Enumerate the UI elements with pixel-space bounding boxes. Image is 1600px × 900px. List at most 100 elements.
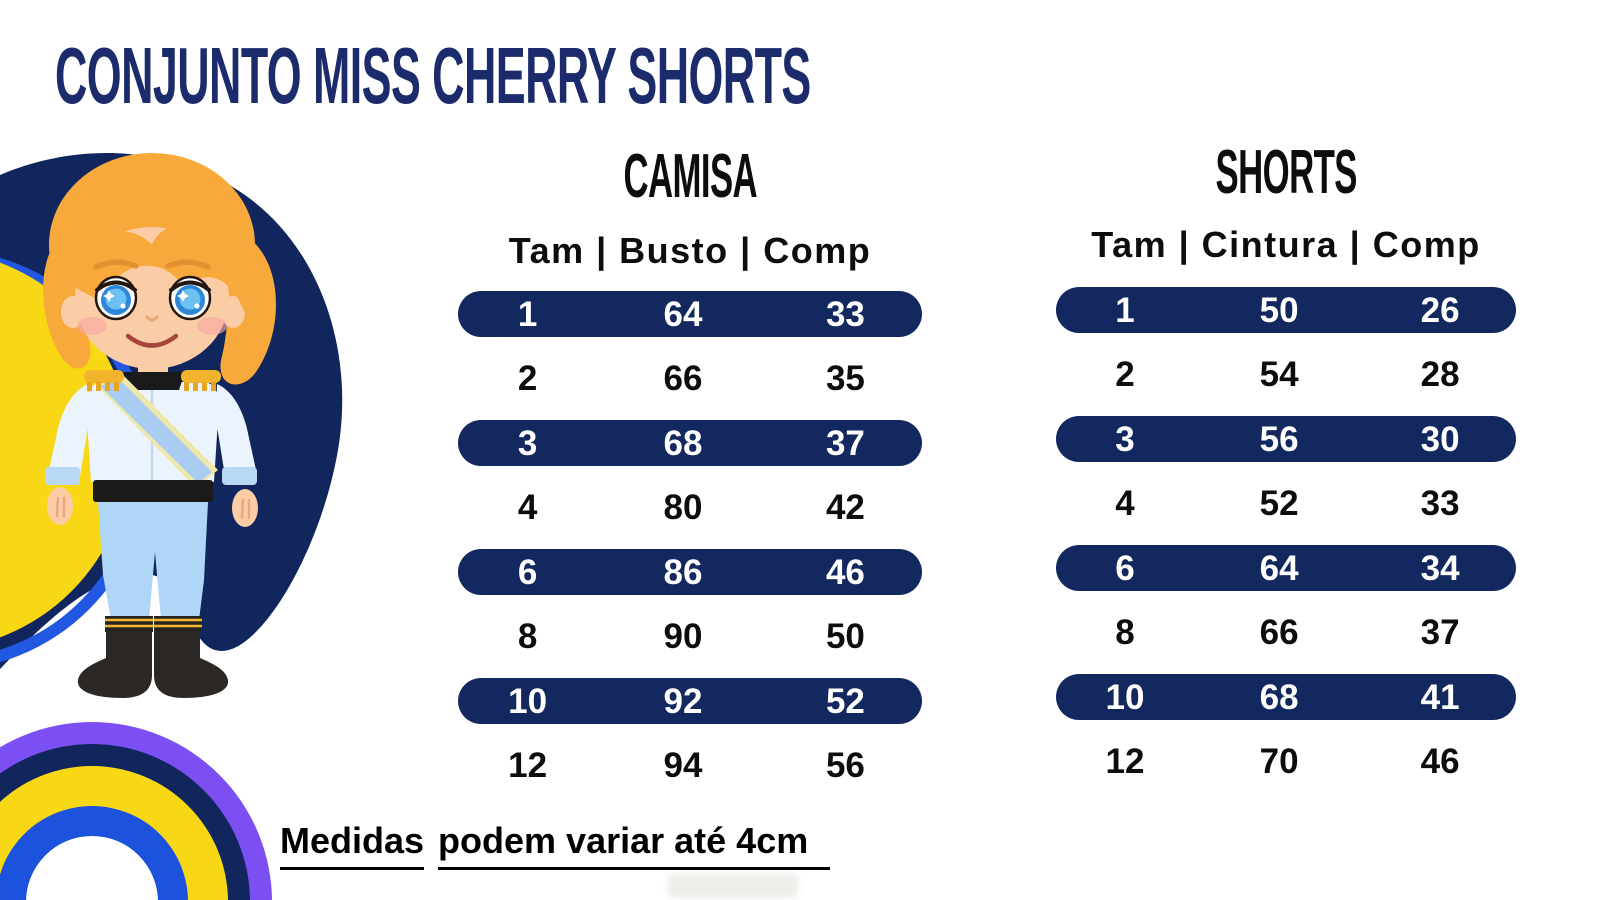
hand-lines: [55, 496, 251, 520]
camisa-cell-busto: 68: [663, 423, 703, 463]
shorts-cell-comp: 34: [1420, 548, 1460, 588]
camisa-cell-tam: 2: [517, 359, 538, 398]
shorts-row: 8 66 37: [1056, 610, 1516, 656]
camisa-row: 12 94 56: [458, 743, 922, 789]
shorts-cell-comp: 28: [1420, 355, 1460, 394]
shorts-cell-comp: 46: [1420, 742, 1460, 781]
cuff-right: [222, 467, 257, 485]
shorts-cell-tam: 12: [1105, 742, 1145, 781]
pants: [98, 502, 208, 620]
camisa-heading-text: CAMISA: [623, 142, 757, 211]
camisa-row: 2 66 35: [458, 356, 922, 402]
shorts-cell-comp: 26: [1420, 290, 1460, 330]
camisa-cell-tam: 4: [517, 488, 538, 527]
camisa-cell-tam: 12: [508, 746, 548, 785]
camisa-row: 4 80 42: [458, 485, 922, 531]
shorts-heading-text: SHORTS: [1215, 138, 1357, 207]
camisa-cell-comp: 50: [825, 617, 865, 656]
camisa-cell-busto: 64: [663, 294, 703, 334]
rainbow-graphic: [0, 722, 272, 900]
shorts-cell-comp: 41: [1420, 677, 1460, 717]
arm-right: [216, 384, 256, 476]
camisa-table: 1 64 33 2 66 35 3 68 37 4 80 42 6 86 4 6 …: [458, 291, 922, 807]
shorts-row: 4 52 33: [1056, 481, 1516, 527]
smile: [125, 333, 179, 348]
shorts-cell-tam: 4: [1115, 484, 1135, 523]
cuff-left: [45, 467, 80, 485]
shorts-cell-comp: 30: [1420, 419, 1460, 459]
shorts-heading: SHORTS: [1056, 142, 1516, 204]
camisa-cell-busto: 80: [663, 488, 703, 527]
shorts-cell-cintura: 64: [1259, 548, 1299, 588]
shorts-row: 10 68 41: [1056, 674, 1516, 720]
camisa-cell-comp: 56: [825, 746, 865, 785]
prince-character: [43, 153, 276, 698]
size-note: Medidas podem variar até 4cm: [280, 820, 831, 870]
page-title: CONJUNTO MISS CHERRY SHORTS: [55, 31, 1404, 120]
shorts-cell-comp: 33: [1420, 484, 1460, 523]
shorts-cell-tam: 2: [1115, 355, 1135, 394]
camisa-cell-tam: 8: [517, 617, 538, 656]
boot-left: [77, 631, 152, 698]
camisa-cell-comp: 35: [825, 359, 865, 398]
prince-illustration: [0, 153, 343, 900]
shorts-cell-cintura: 66: [1259, 613, 1299, 652]
camisa-cell-busto: 94: [663, 746, 703, 785]
hand-right: [232, 489, 258, 527]
page-title-text: CONJUNTO MISS CHERRY SHORTS: [55, 31, 811, 120]
size-note-part2: podem variar até 4cm: [438, 820, 831, 870]
shorts-cell-tam: 1: [1115, 290, 1135, 330]
camisa-cell-busto: 86: [663, 552, 703, 592]
camisa-cell-tam: 10: [508, 681, 548, 721]
camisa-columns-header: Tam | Busto | Comp: [508, 230, 872, 271]
shorts-columns-header: Tam | Cintura | Comp: [1091, 224, 1481, 265]
boot-right: [154, 631, 229, 698]
camisa-heading: CAMISA: [458, 146, 922, 208]
blush-left: [77, 317, 107, 335]
arm-left: [49, 384, 89, 476]
camisa-cell-tam: 3: [517, 423, 538, 463]
shorts-cell-comp: 37: [1420, 613, 1460, 652]
shorts-cell-tam: 8: [1115, 613, 1135, 652]
shorts-cell-cintura: 54: [1259, 355, 1299, 394]
camisa-row: 3 68 37: [458, 420, 922, 466]
shorts-row: 3 56 30: [1056, 416, 1516, 462]
hair-fringe: [76, 224, 248, 316]
shorts-table: 1 50 26 2 54 28 3 56 30 4 52 33 6 64 3 4 …: [1056, 287, 1516, 803]
shorts-cell-tam: 6: [1115, 548, 1135, 588]
hand-left: [47, 487, 73, 525]
collar: [120, 372, 185, 390]
nose: [145, 315, 159, 322]
camisa-cell-tam: 6: [517, 552, 538, 592]
camisa-cell-comp: 42: [825, 488, 865, 527]
boot-cuffs: [105, 616, 202, 632]
camisa-row: 10 92 52: [458, 678, 922, 724]
shorts-cell-cintura: 68: [1259, 677, 1299, 717]
blush-right: [197, 317, 227, 335]
camisa-cell-tam: 1: [517, 294, 538, 334]
shorts-cell-tam: 10: [1105, 677, 1145, 717]
watermark: [668, 874, 798, 898]
shorts-cell-cintura: 50: [1259, 290, 1299, 330]
camisa-cell-comp: 33: [825, 294, 865, 334]
camisa-cell-busto: 66: [663, 359, 703, 398]
shorts-cell-tam: 3: [1115, 419, 1135, 459]
shorts-cell-cintura: 70: [1259, 742, 1299, 781]
shorts-row: 2 54 28: [1056, 352, 1516, 398]
camisa-cell-comp: 52: [825, 681, 865, 721]
shorts-row: 1 50 26: [1056, 287, 1516, 333]
eyebrows: [93, 259, 211, 270]
shorts-cell-cintura: 56: [1259, 419, 1299, 459]
camisa-row: 6 86 46: [458, 549, 922, 595]
camisa-row: 8 90 50: [458, 614, 922, 660]
shorts-row: 12 70 46: [1056, 739, 1516, 785]
camisa-cell-busto: 92: [663, 681, 703, 721]
camisa-cell-busto: 90: [663, 617, 703, 656]
shorts-row: 6 64 34: [1056, 545, 1516, 591]
sash: [100, 380, 212, 483]
shorts-cell-cintura: 52: [1259, 484, 1299, 523]
eyes: [94, 275, 212, 321]
camisa-row: 1 64 33: [458, 291, 922, 337]
epaulettes: [84, 370, 221, 391]
